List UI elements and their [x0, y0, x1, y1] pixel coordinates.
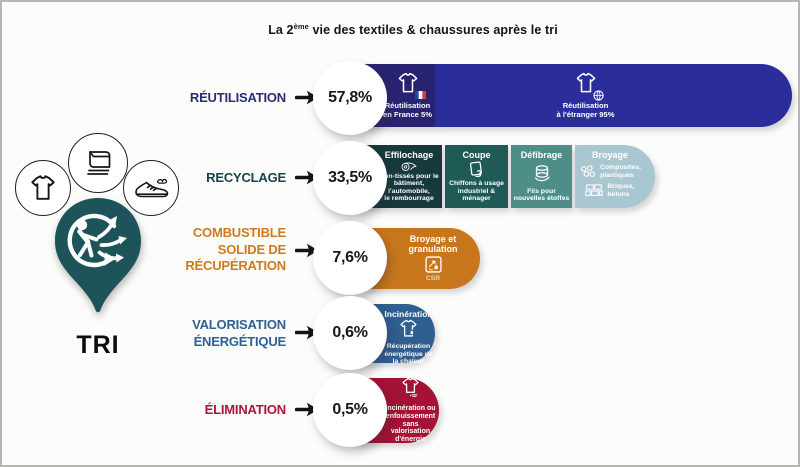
- value-circle-recyclage: 33,5%: [313, 141, 387, 215]
- flow-arrow-icon: [295, 243, 319, 258]
- bar-defibrage: Défibrage Fils pour nouvelles étoffes: [511, 145, 572, 208]
- bar-broyage: Broyage Composites, plastiques: [575, 145, 655, 208]
- material-circle-shoe: [123, 160, 179, 216]
- tshirt-icon: [31, 175, 55, 200]
- row-label-combustible: COMBUSTIBLE SOLIDE DE RÉCUPÉRATION: [185, 225, 286, 273]
- coupe-caption: Chiffons à usage industriel & ménager: [449, 180, 504, 203]
- value-valorisation: 0,6%: [332, 324, 368, 341]
- page-title-part2: vie des textiles & chaussures après le t…: [308, 23, 558, 38]
- bar-reuse-abroad: Réutilisation à l'étranger 95%: [435, 64, 792, 127]
- value-elimination: 0,5%: [332, 401, 368, 418]
- value-circle-valorisation: 0,6%: [313, 296, 387, 370]
- value-circle-reutilisation: 57,8%: [313, 61, 387, 135]
- value-combustible: 7,6%: [332, 249, 368, 266]
- incineration-title: Incinération: [384, 309, 433, 319]
- bar-coupe: Coupe Chiffons à usage industriel & ména…: [445, 145, 508, 208]
- flow-arrow-icon: [295, 402, 319, 417]
- france-flag-icon: [414, 90, 426, 99]
- shoe-icon: [135, 178, 169, 198]
- thread-spool-icon: [534, 165, 550, 182]
- triman-pin-icon: [55, 198, 141, 313]
- broyage-title: Broyage: [591, 150, 628, 160]
- folded-linen-icon: [87, 151, 111, 175]
- row-label-elimination: ÉLIMINATION: [204, 402, 287, 417]
- flow-arrow-icon: [295, 325, 319, 340]
- csr-caption: CSR: [425, 275, 441, 283]
- page-title-part1: La 2: [268, 23, 294, 38]
- defibrage-title: Défibrage: [520, 150, 563, 160]
- molecules-icon: [581, 164, 596, 177]
- material-circle-linen: [68, 133, 128, 193]
- reuse-abroad-label: Réutilisation à l'étranger 95%: [556, 100, 615, 119]
- rag-hand-icon: [469, 161, 482, 177]
- tshirt-flame-icon: [398, 319, 419, 343]
- globe-icon: [592, 90, 604, 101]
- granulator-flame-icon: [424, 256, 442, 273]
- fabric-roll-icon: [401, 162, 417, 171]
- elimination-caption: Incinération ou enfouissement sans valor…: [385, 405, 436, 444]
- tshirt-france-icon: [396, 72, 426, 99]
- value-recyclage: 33,5%: [328, 169, 372, 186]
- material-circle-tshirt: [15, 160, 71, 216]
- page-title-sup: ème: [293, 22, 309, 31]
- defibrage-caption: Fils pour nouvelles étoffes: [513, 187, 570, 203]
- broyage-item-composites: Composites, plastiques: [600, 164, 641, 179]
- tshirt-globe-icon: [574, 72, 604, 101]
- coupe-title: Coupe: [462, 150, 491, 160]
- value-reutilisation: 57,8%: [328, 89, 372, 106]
- broyage-item-briques: Briques, bétons: [607, 183, 635, 198]
- tshirt-landfill-icon: [400, 377, 421, 402]
- csr-title: Broyage et granulation: [408, 234, 458, 254]
- row-label-reutilisation: RÉUTILISATION: [189, 90, 286, 105]
- page-title: La 2ème vie des textiles & chaussures ap…: [213, 22, 613, 37]
- row-label-valorisation: VALORISATION ÉNERGÉTIQUE: [192, 317, 286, 349]
- flow-arrow-icon: [295, 170, 319, 185]
- effilochage-caption: Non-tissés pour le bâtiment, l'automobil…: [379, 172, 439, 203]
- effilochage-title: Effilochage: [384, 150, 434, 160]
- valorisation-caption: Récupération énergétique de la chaleur: [384, 343, 433, 366]
- row-label-recyclage: RECYCLAGE: [206, 170, 286, 185]
- flow-arrow-icon: [295, 90, 319, 105]
- reuse-france-label: Réutilisation en France 5%: [383, 100, 432, 119]
- tri-label: TRI: [76, 331, 120, 359]
- value-circle-elimination: 0,5%: [313, 373, 387, 447]
- value-circle-combustible: 7,6%: [313, 221, 387, 295]
- bricks-icon: [585, 184, 604, 197]
